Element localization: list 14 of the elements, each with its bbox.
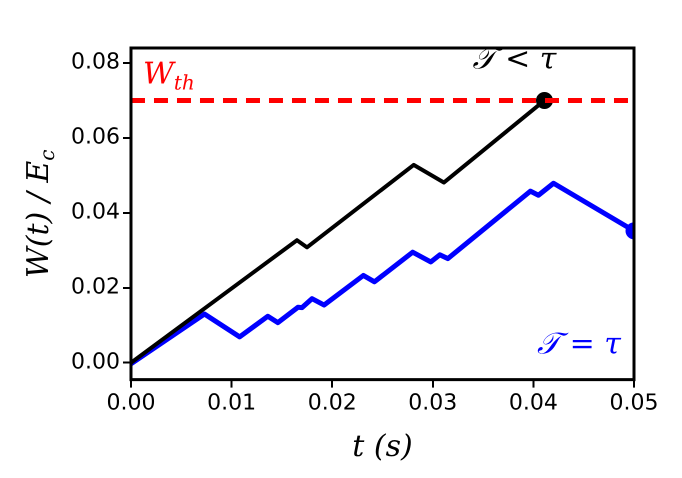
y-tick-label: 0.02 xyxy=(71,274,120,300)
y-tick-label: 0.08 xyxy=(71,50,120,75)
x-tick-label: 0.02 xyxy=(308,390,357,416)
y-tick-label: 0.04 xyxy=(71,200,120,225)
x-tick-label: 0.03 xyxy=(408,390,458,416)
y-axis-title: W(t) / Ec xyxy=(20,150,60,278)
y-tick-label: 0.06 xyxy=(71,124,120,150)
text: 𝒯 = τ xyxy=(537,326,622,362)
y-tick-label: 0.00 xyxy=(71,349,120,374)
x-tick-label: 0.04 xyxy=(508,390,558,416)
x-tick-label: 0.00 xyxy=(106,390,156,416)
x-tick-label: 0.05 xyxy=(610,390,658,416)
x-axis-title: t (s) xyxy=(352,428,413,464)
x-tick-label: 0.01 xyxy=(207,390,256,416)
